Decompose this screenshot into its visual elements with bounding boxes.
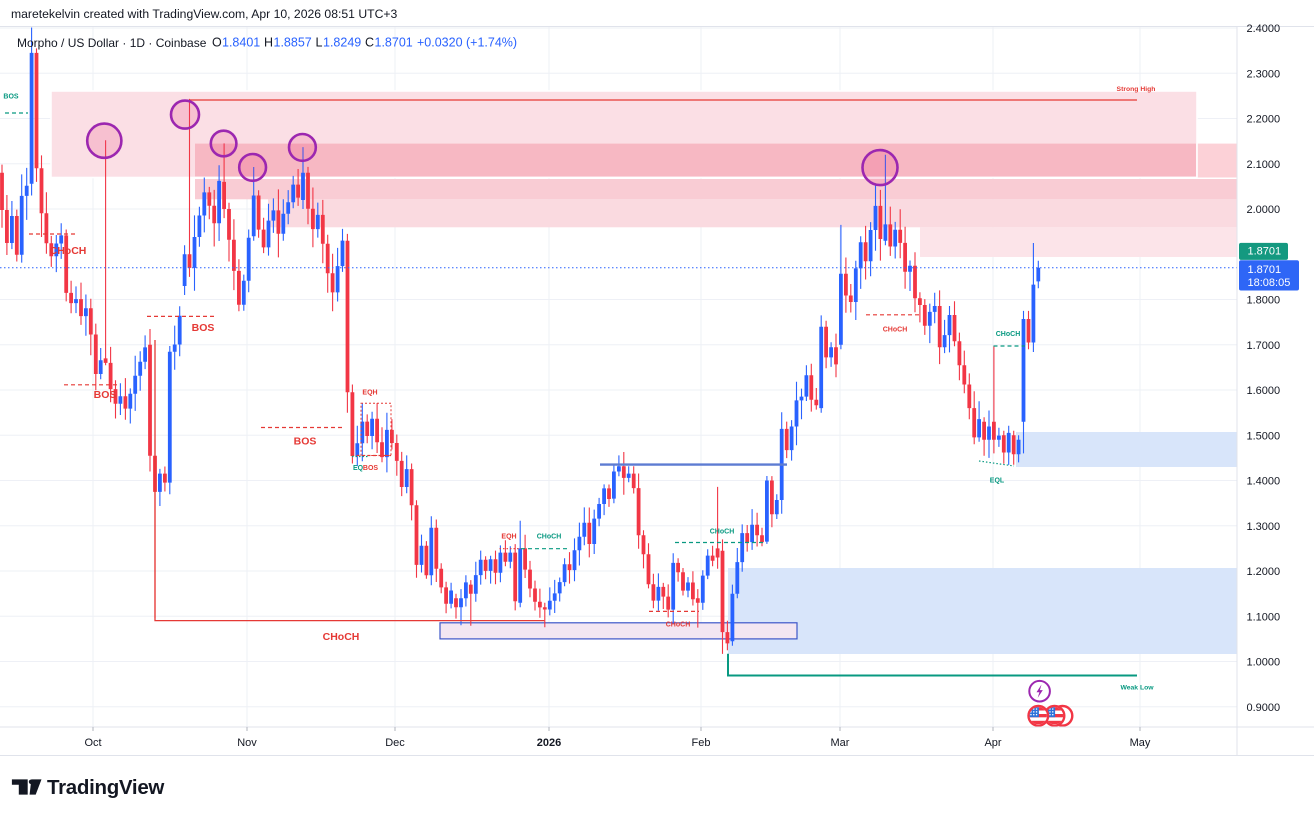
svg-text:EQL: EQL (990, 478, 1005, 485)
svg-text:1.8701: 1.8701 (375, 36, 413, 50)
svg-text:Oct: Oct (84, 737, 101, 749)
svg-text:1.3000: 1.3000 (1247, 521, 1281, 533)
svg-text:Weak Low: Weak Low (1120, 685, 1154, 692)
svg-text:2.3000: 2.3000 (1247, 68, 1281, 80)
svg-text:EQ: EQ (353, 465, 364, 472)
svg-text:CHoCH: CHoCH (323, 631, 360, 643)
svg-text:O: O (212, 36, 222, 50)
svg-text:CHoCH: CHoCH (883, 326, 908, 333)
svg-text:1.0000: 1.0000 (1247, 657, 1281, 669)
svg-text:1.1000: 1.1000 (1247, 611, 1281, 623)
svg-text:H: H (264, 36, 273, 50)
svg-text:2026: 2026 (537, 737, 561, 749)
svg-text:1.5000: 1.5000 (1247, 430, 1281, 442)
svg-text:L: L (316, 36, 323, 50)
svg-text:2.2000: 2.2000 (1247, 114, 1281, 126)
svg-text:CHoCH: CHoCH (710, 528, 735, 535)
svg-text:1.6000: 1.6000 (1247, 385, 1281, 397)
svg-text:1.8401: 1.8401 (222, 36, 260, 50)
svg-text:0.9000: 0.9000 (1247, 702, 1281, 714)
svg-text:2.1000: 2.1000 (1247, 159, 1281, 171)
svg-text:BOS: BOS (294, 436, 317, 448)
svg-text:C: C (365, 36, 374, 50)
svg-text:Feb: Feb (692, 737, 711, 749)
svg-text:1.8000: 1.8000 (1247, 295, 1281, 307)
svg-text:Dec: Dec (385, 737, 405, 749)
svg-text:BOS: BOS (192, 322, 215, 334)
svg-text:1.8249: 1.8249 (323, 36, 361, 50)
svg-text:CHoCH: CHoCH (537, 533, 562, 540)
svg-text:EQH: EQH (501, 533, 516, 540)
svg-text:May: May (1130, 737, 1151, 749)
svg-text:Mar: Mar (831, 737, 850, 749)
svg-text:TradingView: TradingView (47, 776, 164, 799)
svg-text:2.4000: 2.4000 (1247, 23, 1281, 35)
svg-text:+0.0320 (+1.74%): +0.0320 (+1.74%) (417, 36, 517, 50)
svg-text:1.8857: 1.8857 (274, 36, 312, 50)
svg-text:18:08:05: 18:08:05 (1248, 277, 1291, 289)
svg-text:CHoCH: CHoCH (996, 331, 1021, 338)
svg-text:CHoCH: CHoCH (666, 621, 691, 628)
svg-text:BOS: BOS (94, 389, 117, 401)
svg-text:1.4000: 1.4000 (1247, 476, 1281, 488)
svg-text:1.8701: 1.8701 (1248, 245, 1282, 257)
svg-text:Strong High: Strong High (1117, 86, 1156, 93)
svg-text:BOS: BOS (363, 465, 379, 472)
svg-text:EQH: EQH (362, 390, 377, 397)
svg-text:1.8701: 1.8701 (1248, 264, 1282, 276)
svg-text:Nov: Nov (237, 737, 257, 749)
svg-text:maretekelvin created with Trad: maretekelvin created with TradingView.co… (11, 7, 397, 21)
svg-text:1.2000: 1.2000 (1247, 566, 1281, 578)
svg-text:CHoCH: CHoCH (50, 245, 87, 257)
svg-text:2.0000: 2.0000 (1247, 204, 1281, 216)
svg-text:BOS: BOS (3, 94, 19, 101)
svg-text:Apr: Apr (984, 737, 1001, 749)
svg-text:1.7000: 1.7000 (1247, 340, 1281, 352)
svg-text:Morpho / US Dollar · 1D · Coin: Morpho / US Dollar · 1D · Coinbase (17, 36, 207, 50)
